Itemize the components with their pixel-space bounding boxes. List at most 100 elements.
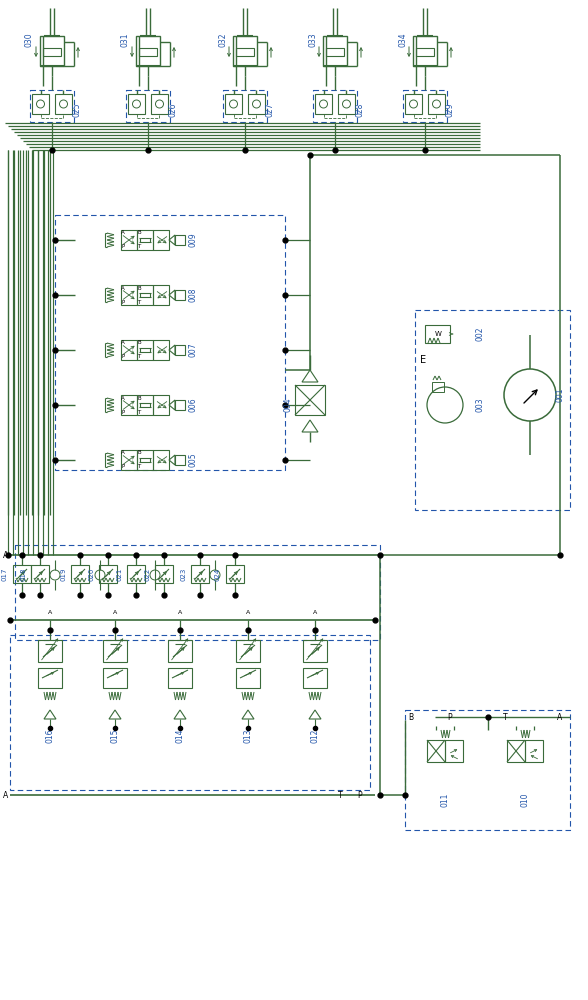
Bar	[38, 668, 62, 688]
Bar	[326, 48, 344, 56]
Text: P: P	[121, 410, 125, 414]
Text: 024: 024	[215, 567, 221, 581]
Bar	[323, 36, 347, 66]
Text: A: A	[121, 395, 125, 400]
Bar	[175, 400, 185, 410]
Bar	[126, 90, 170, 122]
Text: A: A	[48, 609, 52, 614]
Bar	[121, 450, 137, 470]
Bar	[233, 36, 257, 66]
Bar	[295, 385, 325, 415]
Bar	[121, 395, 137, 415]
Bar	[15, 545, 380, 640]
Bar	[153, 450, 169, 470]
Bar	[137, 230, 153, 250]
Text: 014: 014	[175, 729, 185, 743]
Bar	[121, 285, 137, 305]
Bar	[236, 640, 260, 662]
Bar	[137, 450, 153, 470]
Bar	[153, 285, 169, 305]
Bar	[507, 740, 525, 762]
Text: 008: 008	[189, 288, 198, 302]
Bar	[32, 94, 49, 114]
Bar	[121, 230, 137, 250]
Text: A: A	[121, 340, 125, 346]
Text: 032: 032	[218, 33, 227, 47]
Bar	[136, 36, 160, 66]
Text: 016: 016	[45, 729, 55, 743]
Text: 020: 020	[88, 567, 94, 581]
Text: T: T	[138, 464, 141, 470]
Bar	[153, 340, 169, 360]
Bar	[315, 94, 332, 114]
Bar	[191, 565, 209, 583]
Text: 002: 002	[476, 327, 485, 341]
Bar	[30, 90, 74, 122]
Bar	[153, 230, 169, 250]
Text: 013: 013	[243, 729, 252, 743]
Text: P: P	[358, 790, 362, 800]
Bar	[153, 395, 169, 415]
Text: A: A	[3, 790, 8, 800]
Bar	[137, 340, 153, 360]
Text: A: A	[121, 231, 125, 235]
Text: 029: 029	[446, 103, 455, 117]
Text: 012: 012	[310, 729, 319, 743]
Text: 005: 005	[189, 453, 198, 467]
Bar	[103, 640, 127, 662]
Bar	[103, 668, 127, 688]
Text: B: B	[137, 450, 141, 456]
Text: 022: 022	[144, 567, 150, 581]
Bar	[405, 710, 570, 830]
Text: 028: 028	[356, 103, 365, 117]
Bar	[151, 94, 168, 114]
Bar	[416, 48, 434, 56]
Bar	[43, 48, 61, 56]
Bar	[127, 565, 145, 583]
Text: 030: 030	[25, 33, 34, 47]
Bar	[137, 285, 153, 305]
Text: 007: 007	[189, 343, 198, 357]
Bar	[38, 640, 62, 662]
Text: P: P	[447, 712, 452, 722]
Bar	[405, 94, 422, 114]
Bar	[155, 565, 173, 583]
Bar	[525, 740, 543, 762]
Bar	[445, 740, 463, 762]
Bar	[413, 36, 437, 66]
Bar	[175, 290, 185, 300]
Bar	[248, 94, 265, 114]
Text: B: B	[137, 231, 141, 235]
Text: T: T	[138, 244, 141, 249]
Bar	[313, 90, 357, 122]
Bar	[236, 48, 254, 56]
Text: 026: 026	[169, 103, 178, 117]
Bar	[121, 340, 137, 360]
Bar	[226, 565, 244, 583]
Text: P: P	[121, 464, 125, 470]
Bar	[13, 565, 31, 583]
Text: 034: 034	[398, 33, 407, 47]
Text: T: T	[138, 410, 141, 414]
Text: 009: 009	[189, 233, 198, 247]
Bar	[223, 90, 267, 122]
Text: 027: 027	[266, 103, 275, 117]
Bar	[175, 345, 185, 355]
Bar	[415, 310, 570, 510]
Text: 023: 023	[180, 567, 186, 581]
Bar	[71, 565, 89, 583]
Text: B: B	[137, 286, 141, 290]
Text: P: P	[121, 300, 125, 304]
Text: P: P	[121, 244, 125, 249]
Text: A: A	[557, 712, 563, 722]
Bar	[168, 640, 192, 662]
Bar	[303, 640, 327, 662]
Bar	[225, 94, 242, 114]
Text: B: B	[137, 395, 141, 400]
Text: P: P	[121, 355, 125, 360]
Text: 017: 017	[2, 567, 8, 581]
Bar	[175, 455, 185, 465]
Text: A: A	[121, 286, 125, 290]
Bar	[303, 668, 327, 688]
Bar	[137, 395, 153, 415]
